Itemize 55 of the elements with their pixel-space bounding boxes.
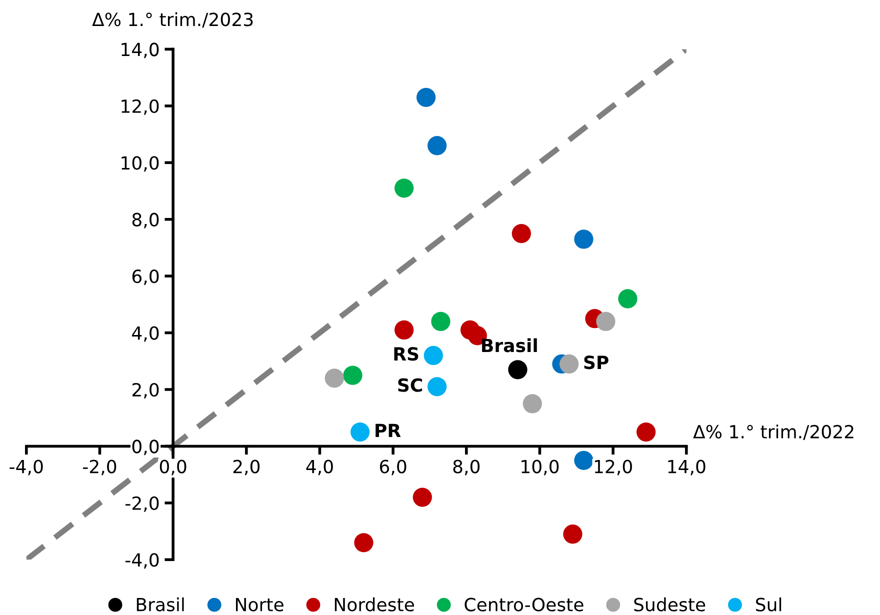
point <box>427 377 447 396</box>
x-tick-label: 2,0 <box>233 460 260 476</box>
legend-label: Sudeste <box>634 597 706 612</box>
y-tick-label: 6,0 <box>132 270 159 286</box>
x-tick-label: 12,0 <box>594 460 632 476</box>
point <box>618 289 638 308</box>
point <box>574 230 594 249</box>
annotation: RS <box>394 347 418 361</box>
y-tick-label: -4,0 <box>126 553 159 569</box>
point <box>431 312 450 332</box>
point <box>343 366 362 385</box>
annotation: SP <box>584 356 608 370</box>
point <box>354 533 374 552</box>
y-tick-label: 12,0 <box>122 99 159 115</box>
legend-label: Nordeste <box>334 597 414 612</box>
point <box>416 88 436 107</box>
x-tick-label: 6,0 <box>380 460 406 476</box>
x-tick-label: -2,0 <box>83 460 116 476</box>
point <box>574 450 594 470</box>
y-tick-label: 14,0 <box>122 42 159 58</box>
point <box>508 360 528 380</box>
point <box>559 354 579 374</box>
point <box>427 136 447 156</box>
x-tick-label: 0,0 <box>160 460 186 476</box>
point <box>522 394 542 414</box>
y-tick-label: -2,0 <box>126 496 159 512</box>
point <box>563 524 582 544</box>
x-tick-label: 14,0 <box>668 460 706 476</box>
annotation: SC <box>398 378 422 392</box>
point <box>394 320 414 340</box>
annotation: PR <box>376 424 401 438</box>
legend-label: Sul <box>756 597 782 612</box>
x-axis-title: Δ% 1.° trim./2022 <box>693 424 854 440</box>
legend-label: Centro-Oeste <box>464 598 584 612</box>
y-tick-label: 8,0 <box>132 212 159 228</box>
y-tick-label: 10,0 <box>122 156 159 172</box>
point <box>424 346 443 366</box>
x-tick-label: 10,0 <box>522 460 559 476</box>
x-tick-label: 4,0 <box>306 460 333 476</box>
point <box>512 224 531 244</box>
y-tick-label: 4,0 <box>132 326 159 342</box>
x-tick-label: 8,0 <box>453 460 480 476</box>
point <box>412 488 432 507</box>
y-tick-label: 0,0 <box>132 440 159 456</box>
point <box>350 422 370 442</box>
annotation: Brasil <box>482 338 537 352</box>
y-tick-label: 2,0 <box>132 382 159 398</box>
y-axis-title: Δ% 1.° trim./2023 <box>92 12 253 28</box>
legend-label: Norte <box>236 598 284 612</box>
point <box>636 422 656 442</box>
point <box>324 368 344 388</box>
legend-label: Brasil <box>136 597 184 612</box>
x-tick-label: -4,0 <box>10 460 43 476</box>
point <box>394 178 414 198</box>
point <box>596 312 616 332</box>
